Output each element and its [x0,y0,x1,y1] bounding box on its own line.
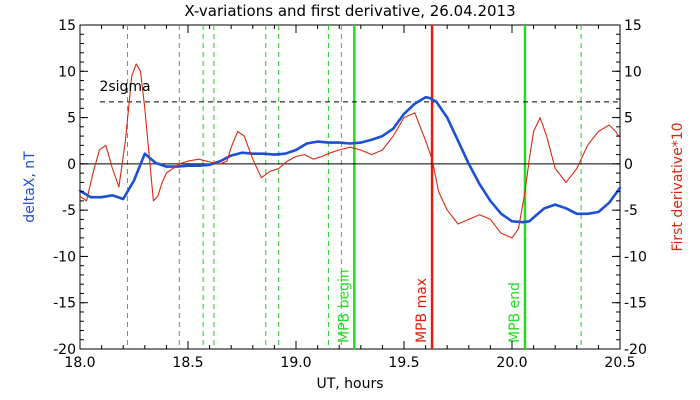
x-tick-label: 20.0 [496,355,527,371]
marker-label: MPB end [507,282,523,343]
guide-lines [127,25,582,349]
series [78,63,622,239]
x-tick-label: 19.5 [388,355,419,371]
series-derivative [79,63,621,239]
x-tick-label: 18.0 [64,355,95,371]
y-tick-label-right: 0 [624,157,633,173]
y-tick-label-left: 5 [67,111,76,127]
x-tick-label: 18.5 [172,355,203,371]
y-tick-label-right: -10 [624,249,647,265]
x-tick-label: 20.5 [604,355,635,371]
y-tick-label-left: 15 [58,18,76,34]
sigma-label: 2sigma [99,79,150,95]
y-tick-label-right: -20 [624,342,647,358]
marker-label: MPB begin [336,269,352,343]
y-tick-label-right: -15 [624,296,647,312]
y-axis-label-right: First derivative*10 [670,122,686,251]
series-deltaX [78,95,622,224]
y-tick-label-left: -5 [62,203,76,219]
reference-lines [80,101,620,165]
y-tick-label-left: -15 [53,296,76,312]
y-tick-label-right: 5 [624,111,633,127]
y-tick-label-left: -10 [53,249,76,265]
axis-ticks: 18.0 18.5 19.0 19.5 20.0 20.5 15 15 10 10 5 5 0 0 -5 -5… [53,18,647,371]
marker-label: MPB max [414,278,430,343]
x-tick-label: 19.0 [280,355,311,371]
x-axis-label: UT, hours [316,376,383,392]
y-tick-label-left: 10 [58,64,76,80]
mpb-markers: MPB begin MPB max MPB end [336,25,527,349]
y-axis-label-left: deltaX, nT [22,151,38,223]
y-tick-label-right: -5 [624,203,638,219]
y-tick-label-left: -20 [53,342,76,358]
y-tick-label-right: 15 [624,18,642,34]
y-tick-label-left: 0 [67,157,76,173]
chart-title: X-variations and first derivative, 26.04… [184,2,515,20]
y-tick-label-right: 10 [624,64,642,80]
